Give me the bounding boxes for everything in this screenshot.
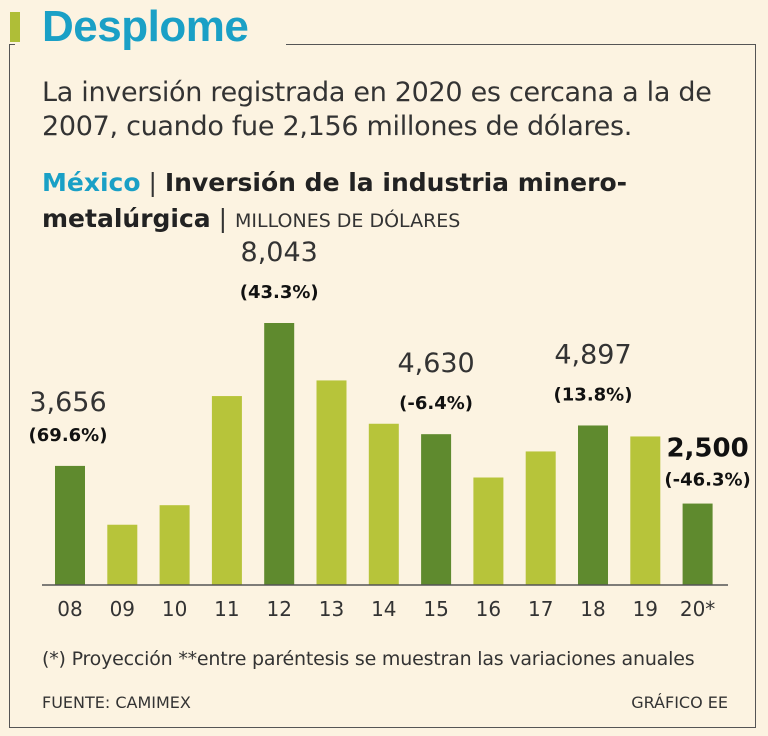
chart-title-unit-separator: | — [218, 204, 228, 233]
x-tick-label: 12 — [266, 597, 291, 621]
x-tick-label: 14 — [371, 597, 396, 621]
bar-08 — [55, 465, 85, 585]
x-tick-label: 18 — [580, 597, 605, 621]
bar-13 — [316, 380, 347, 585]
x-tick-label: 20* — [680, 597, 715, 621]
frame-top-right — [286, 44, 756, 45]
bar-19 — [630, 436, 661, 585]
x-tick-label: 08 — [57, 597, 82, 621]
frame-top-left — [9, 44, 15, 45]
bar-17 — [525, 451, 556, 585]
x-tick-label: 19 — [633, 597, 658, 621]
data-label-change: (13.8%) — [554, 384, 633, 405]
credit: GRÁFICO EE — [631, 693, 728, 712]
data-label-change: (-46.3%) — [664, 470, 750, 491]
subtitle: La inversión registrada en 2020 es cerca… — [42, 77, 712, 142]
x-tick-label: 17 — [528, 597, 553, 621]
source: FUENTE: CAMIMEX — [42, 693, 191, 712]
chart-title-separator: | — [148, 168, 157, 197]
accent-bar — [10, 12, 20, 42]
frame-border — [9, 44, 756, 728]
bar-15 — [421, 434, 452, 585]
bar-09 — [107, 524, 138, 585]
bar-16 — [473, 477, 504, 585]
page-title: Desplome — [42, 2, 249, 51]
bar-14 — [368, 423, 399, 585]
bar-11 — [211, 396, 242, 585]
chart-title-unit: MILLONES DE DÓLARES — [235, 210, 461, 232]
data-label-change: (-6.4%) — [399, 393, 473, 414]
bar-12 — [264, 323, 295, 585]
chart-title-country: México — [42, 168, 141, 197]
x-tick-label: 15 — [423, 597, 448, 621]
data-label-value: 2,500 — [666, 434, 748, 464]
chart-title-main: Inversión de la industria minero-metalúr… — [42, 168, 627, 233]
data-label-value: 4,630 — [397, 348, 474, 379]
bar-20* — [682, 503, 713, 585]
data-label-change: (69.6%) — [29, 425, 108, 446]
bar-18 — [578, 425, 608, 585]
x-tick-label: 09 — [110, 597, 135, 621]
chart-title: México | Inversión de la industria miner… — [42, 165, 742, 239]
footnote: (*) Proyección **entre paréntesis se mue… — [42, 648, 695, 670]
data-label-value: 4,897 — [554, 339, 631, 370]
data-label-value: 3,656 — [29, 387, 106, 418]
x-tick-label: 11 — [214, 597, 239, 621]
data-label-value: 8,043 — [241, 237, 318, 268]
x-tick-label: 13 — [319, 597, 344, 621]
x-tick-label: 10 — [162, 597, 187, 621]
bar-10 — [159, 505, 190, 585]
data-label-change: (43.3%) — [240, 282, 319, 303]
x-tick-label: 16 — [476, 597, 501, 621]
